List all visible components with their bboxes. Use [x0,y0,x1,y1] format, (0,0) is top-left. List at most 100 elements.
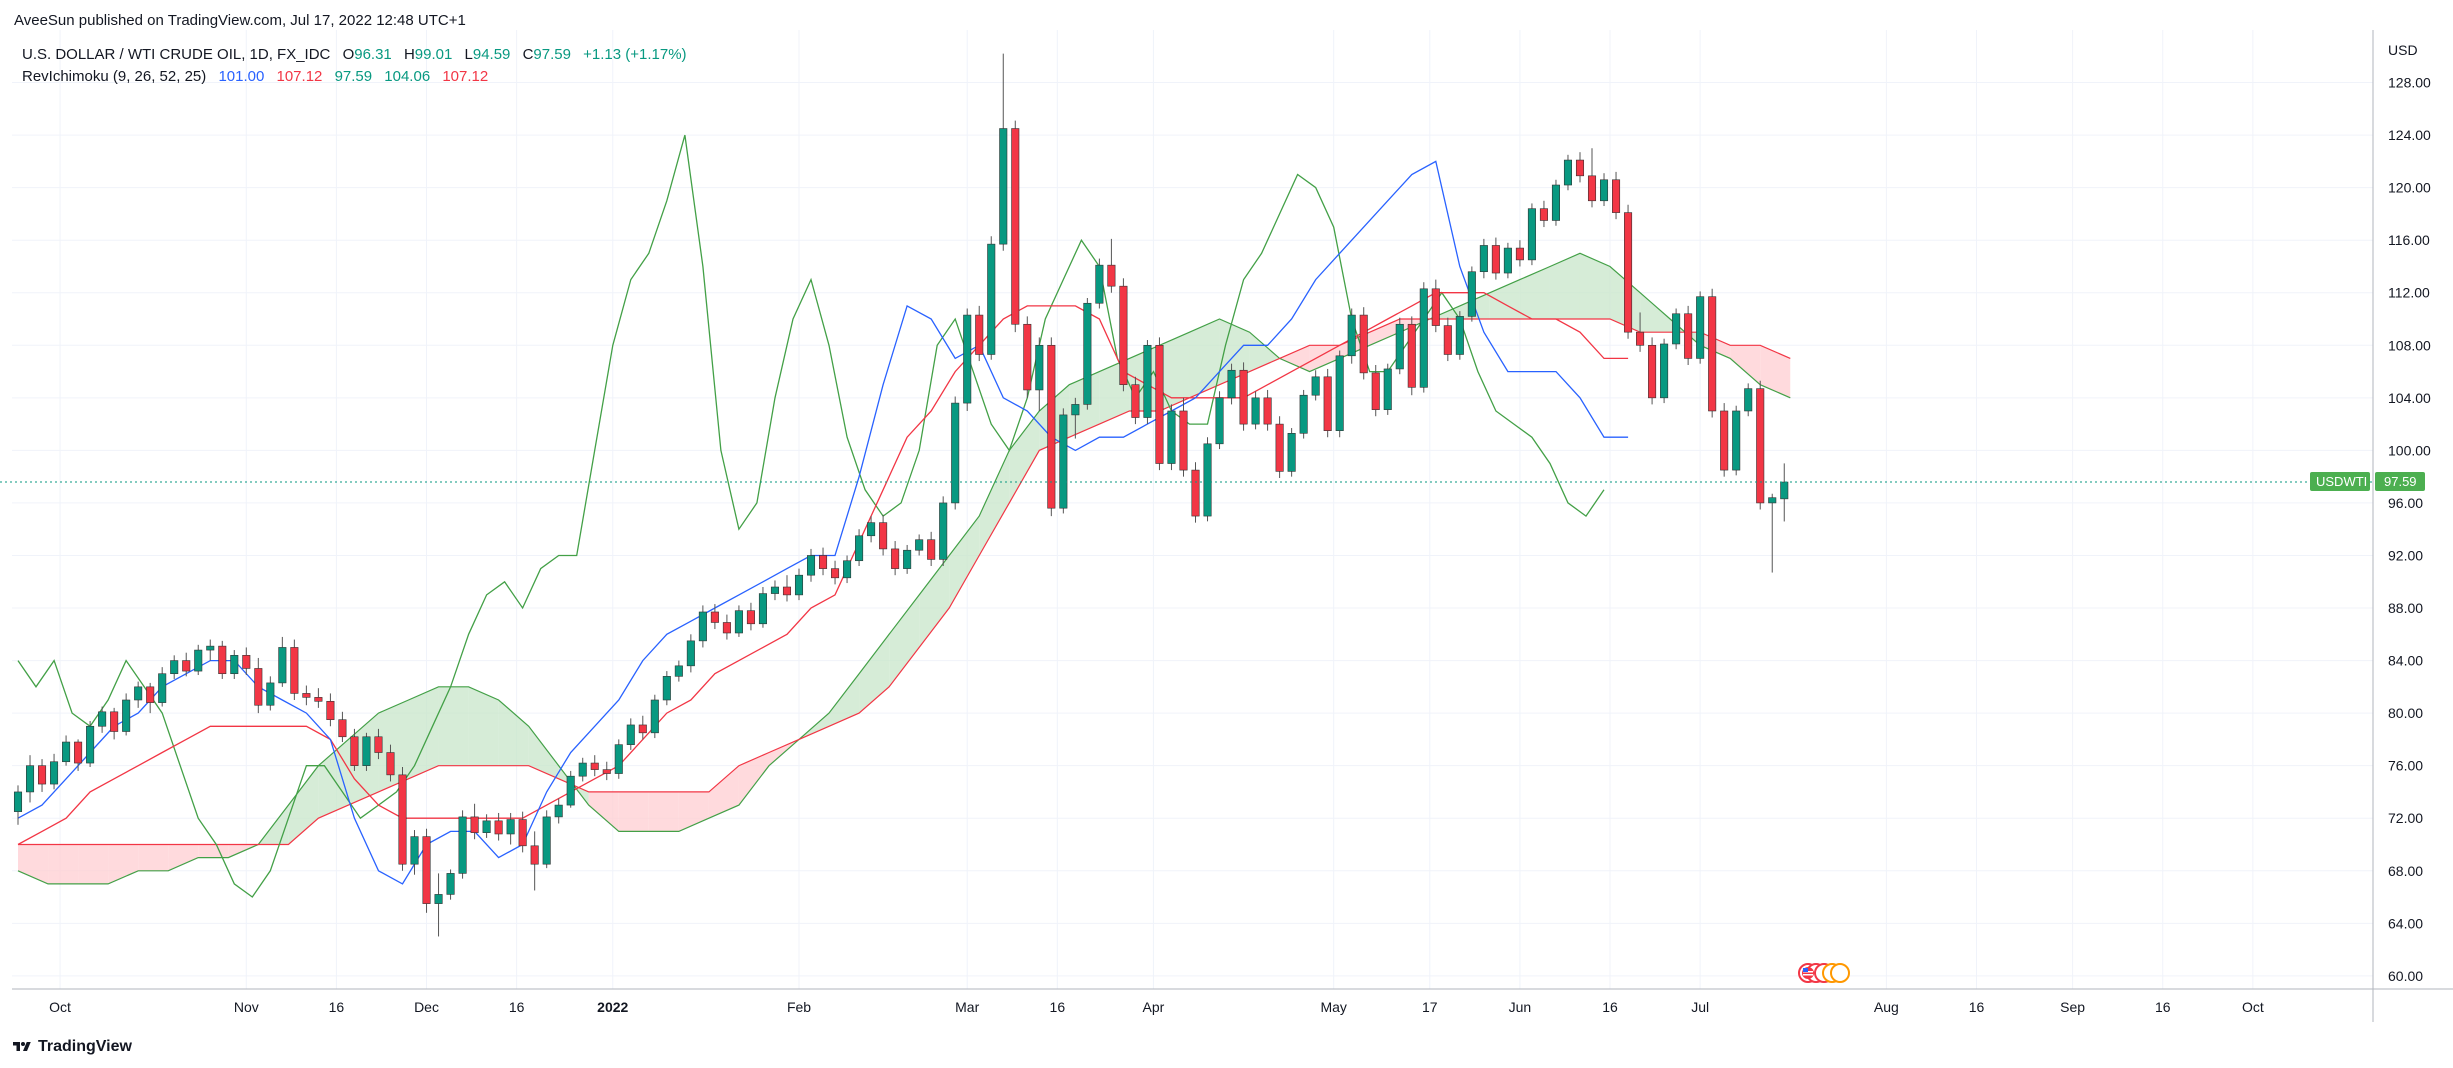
symbol-tag-label: USDWTI [2316,474,2367,489]
footer-branding[interactable]: TradingView [12,1036,132,1058]
cloud-segment [198,844,229,858]
price-tick-label: 96.00 [2388,495,2423,511]
candle-body [482,820,491,833]
cloud-segment [949,516,980,609]
candle-body [1275,423,1284,472]
candle-body [158,673,167,703]
candle-body [1011,128,1020,325]
candle-body [278,647,287,684]
candle-body [746,610,755,625]
price-axis[interactable]: USD 128.00 124.00 120.00 116.00 112.00 108.00… [2372,30,2431,1022]
candle-body [602,769,611,774]
candle-body [542,816,551,865]
chart-grid [12,30,2373,989]
cloud-segment [1549,253,1580,320]
time-tick-label: Mar [955,999,979,1015]
candlesticks [13,53,1789,937]
candle-body [1179,410,1188,471]
time-tick-label: Nov [234,999,259,1015]
candle-body [1491,245,1500,274]
symbol-name[interactable]: U.S. DOLLAR / WTI CRUDE OIL, 1D, FX_IDC [22,46,331,63]
candle-body [254,668,263,706]
candle-body [62,741,71,763]
ichimoku-lines [17,134,1629,898]
cloud-segment [378,699,409,792]
candle-body [843,560,852,579]
price-tick-label: 68.00 [2388,863,2423,879]
candle-body [1648,344,1657,399]
tradingview-brand[interactable]: TradingView [38,1038,132,1055]
chart-legend[interactable]: U.S. DOLLAR / WTI CRUDE OIL, 1D, FX_IDC … [22,44,687,88]
cloud-segment [1159,332,1190,411]
indicator-legend-row[interactable]: RevIchimoku (9, 26, 52, 25) 101.00 107.1… [22,66,687,88]
candle-body [1587,175,1597,202]
cloud-span-a-line [17,252,1791,885]
cloud-segment [678,791,709,832]
cloud-segment [468,686,499,766]
candle-body [266,682,275,706]
candle-body [590,762,599,770]
candle-body [1227,369,1236,399]
economic-events-markers[interactable] [1798,963,1850,983]
price-tick-label: 128.00 [2388,75,2431,91]
candle-body [182,660,191,672]
candle-body [710,611,719,623]
candle-body [1287,433,1296,472]
price-tick-label: 100.00 [2388,442,2431,458]
candle-body [1672,313,1681,345]
indicator-value-conversion: 101.00 [218,68,265,85]
time-tick-label: Jul [1691,999,1709,1015]
price-tick-label: 124.00 [2388,127,2431,143]
indicator-value-lagging: 97.59 [334,68,373,85]
candle-body [170,660,179,675]
candle-body [518,819,527,847]
candle-body [1071,404,1080,416]
candle-body [903,549,912,569]
price-tick-label: 76.00 [2388,758,2423,774]
ohlc-close: 97.59 [533,46,571,63]
candle-body [915,539,924,551]
candle-body [314,697,323,702]
candle-body [1191,469,1200,517]
cloud-segment [1309,345,1340,372]
time-tick-label: Dec [414,999,439,1015]
candle-body [1083,302,1092,405]
candle-body [1383,368,1392,410]
time-tick-label: Oct [49,999,71,1015]
candle-body [422,836,431,904]
cloud-segment [108,844,139,884]
us-flag-canton [1803,968,1808,972]
candle-body [110,711,119,732]
ohlc-close-label: C [522,46,534,63]
candle-body [302,693,311,698]
symbol-legend-row[interactable]: U.S. DOLLAR / WTI CRUDE OIL, 1D, FX_IDC … [22,44,687,66]
candle-body [1467,271,1476,317]
time-tick-label: 16 [509,999,525,1015]
cloud-segment [48,844,79,884]
candle-body [614,744,623,774]
candle-body [1612,179,1621,213]
candle-body [1143,344,1152,418]
time-axis[interactable]: Oct Nov 16 Dec 16 2022 Feb Mar 16 Apr May 17 Jun 16 Ju… [12,988,2453,1015]
lagging-span-line [17,134,1605,898]
price-tick-label: 80.00 [2388,705,2423,721]
candle-body [1563,159,1573,186]
candle-body [25,765,35,793]
candle-body [698,611,707,642]
time-tick-label: 2022 [597,999,628,1015]
candle-body [1720,410,1729,471]
time-tick-label: Apr [1143,999,1165,1015]
candle-body [1311,376,1320,396]
cloud-segment [1279,345,1310,372]
event-flag-icon[interactable] [1830,963,1850,983]
conversion-line [17,160,1629,885]
indicator-name[interactable]: RevIchimoku (9, 26, 52, 25) [22,68,207,85]
candle-body [1347,314,1356,357]
candle-body [362,736,371,766]
candle-body [1323,376,1332,431]
candle-body [1299,394,1308,434]
candle-body [1599,179,1609,202]
time-tick-label: 17 [1422,999,1438,1015]
candle-body [13,791,23,812]
